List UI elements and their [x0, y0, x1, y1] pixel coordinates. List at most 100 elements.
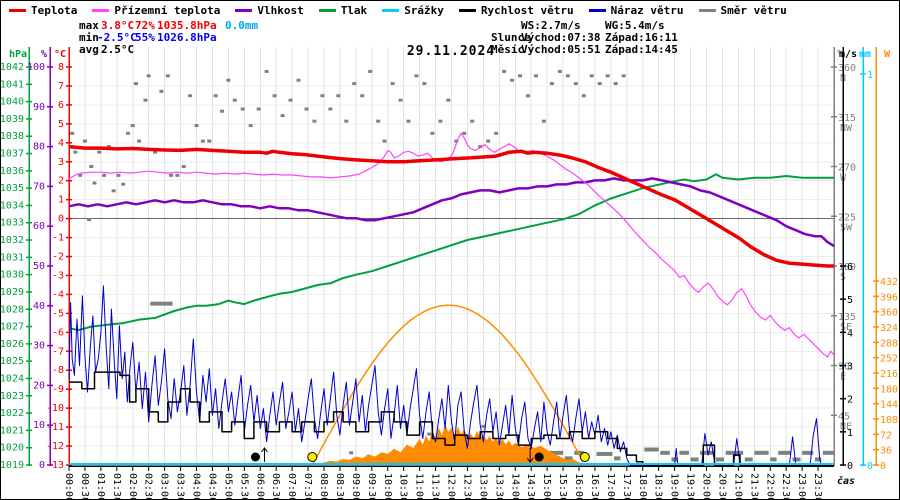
svg-text:-7: -7 [52, 346, 64, 357]
stats-avg-temp: 2.5°C [101, 43, 135, 56]
wind-speed-stat: WS:2.7m/s [521, 19, 581, 32]
svg-text:10:00: 10:00 [382, 473, 393, 499]
svg-text:-10: -10 [46, 403, 64, 414]
svg-text:22:00: 22:00 [764, 473, 775, 499]
svg-text:180: 180 [838, 262, 856, 273]
svg-text:270: 270 [838, 163, 856, 174]
svg-text:hPa: hPa [9, 49, 27, 60]
date-title: 29.11.2024 [406, 44, 496, 59]
svg-text:4: 4 [58, 138, 64, 149]
legend-swatch [382, 9, 400, 12]
svg-text:36: 36 [880, 446, 892, 457]
legend-item: Přízemní teplota [92, 4, 220, 17]
svg-text:02:00: 02:00 [127, 473, 138, 499]
grid [69, 47, 834, 466]
svg-text:144: 144 [880, 400, 898, 411]
svg-text:°: ° [836, 49, 842, 60]
svg-text:80: 80 [33, 142, 45, 153]
legend-item: Vlhkost [235, 4, 304, 17]
svg-text:1029: 1029 [1, 287, 24, 298]
svg-text:2: 2 [58, 176, 64, 187]
svg-text:1037: 1037 [1, 149, 24, 160]
legend-label: Rychlost větru [480, 4, 574, 17]
wind-gust-stat: WG:5.4m/s [605, 19, 665, 32]
wind-direction-series [70, 69, 834, 462]
svg-text:03:00: 03:00 [159, 473, 170, 499]
legend-item: Rychlost větru [458, 4, 574, 17]
svg-text:252: 252 [880, 354, 898, 365]
moonset-time: Západ:14:45 [605, 43, 678, 56]
svg-text:5: 5 [847, 295, 853, 306]
svg-text:01:00: 01:00 [95, 473, 106, 499]
stats-max-label: max [79, 19, 99, 32]
legend-label: Směr větru [720, 4, 787, 17]
wind-gust-series [68, 285, 834, 466]
svg-text:08:00: 08:00 [318, 473, 329, 499]
svg-text:01:30: 01:30 [111, 473, 122, 499]
sunset-time: Západ:16:11 [605, 31, 678, 44]
svg-text:W: W [884, 49, 891, 60]
svg-text:1026: 1026 [1, 339, 24, 350]
legend-swatch [588, 9, 606, 12]
svg-text:2: 2 [847, 395, 853, 406]
svg-text:SE: SE [840, 322, 852, 333]
svg-text:0: 0 [880, 461, 886, 472]
svg-text:14:30: 14:30 [525, 473, 536, 499]
stats-max-humidity: 72% [135, 19, 155, 32]
svg-text:1040: 1040 [1, 97, 24, 108]
svg-text:225: 225 [838, 212, 856, 223]
legend-label: Vlhkost [257, 4, 304, 17]
svg-text:06:00: 06:00 [254, 473, 265, 499]
svg-text:1028: 1028 [1, 304, 24, 315]
legend-label: Teplota [31, 4, 78, 17]
svg-text:0: 0 [58, 214, 64, 225]
svg-text:6: 6 [58, 100, 64, 111]
svg-text:05:00: 05:00 [222, 473, 233, 499]
svg-text:1024: 1024 [1, 373, 24, 384]
svg-text:NE: NE [840, 421, 852, 432]
svg-text:0: 0 [867, 461, 873, 472]
pressure-series [68, 173, 834, 331]
svg-text:1038: 1038 [1, 131, 24, 142]
legend-item: Srážky [382, 4, 444, 17]
svg-text:1032: 1032 [1, 235, 24, 246]
legend-item: Směr větru [698, 4, 787, 17]
legend-swatch [235, 9, 253, 12]
svg-text:13:00: 13:00 [477, 473, 488, 499]
svg-text:20:00: 20:00 [701, 473, 712, 499]
svg-text:16:00: 16:00 [573, 473, 584, 499]
svg-text:360: 360 [880, 308, 898, 319]
svg-text:03:30: 03:30 [175, 473, 186, 499]
axes: 1019102010211022102310241025102610271028… [1, 47, 898, 472]
stats-avg-label: avg [79, 43, 99, 56]
svg-text:100: 100 [27, 62, 45, 73]
svg-text:08:30: 08:30 [334, 473, 345, 499]
moon-label: Měsíc [491, 43, 525, 56]
svg-text:40: 40 [33, 301, 45, 312]
stats-min-temp: -2.5°C [97, 31, 137, 44]
svg-text:30: 30 [33, 341, 45, 352]
svg-text:4: 4 [847, 328, 853, 339]
svg-text:23:00: 23:00 [796, 473, 807, 499]
stats-max-pressure: 1035.8hPa [157, 19, 217, 32]
svg-text:12:00: 12:00 [446, 473, 457, 499]
svg-text:1022: 1022 [1, 408, 24, 419]
svg-text:06:30: 06:30 [270, 473, 281, 499]
svg-text:-1: -1 [52, 233, 64, 244]
svg-text:1042: 1042 [1, 62, 24, 73]
svg-text:90: 90 [838, 362, 850, 373]
svg-text:%: % [41, 49, 47, 60]
svg-text:21:30: 21:30 [748, 473, 759, 499]
svg-text:70: 70 [33, 181, 45, 192]
svg-text:432: 432 [880, 277, 898, 288]
svg-text:6: 6 [847, 262, 853, 273]
stats-min-pressure: 1026.8hPa [157, 31, 217, 44]
svg-text:10:30: 10:30 [398, 473, 409, 499]
svg-text:19:00: 19:00 [669, 473, 680, 499]
svg-text:60: 60 [33, 221, 45, 232]
svg-text:11:30: 11:30 [430, 473, 441, 499]
svg-text:09:00: 09:00 [350, 473, 361, 499]
svg-text:1025: 1025 [1, 356, 24, 367]
svg-text:1027: 1027 [1, 322, 24, 333]
svg-text:396: 396 [880, 292, 898, 303]
